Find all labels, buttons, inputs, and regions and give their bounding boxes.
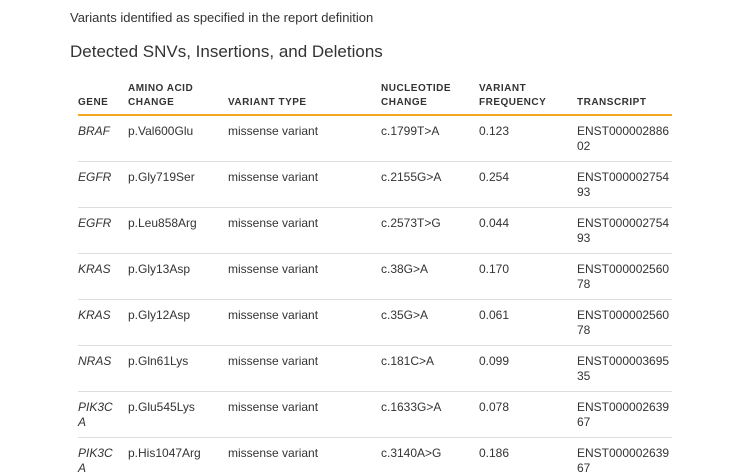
- variant-frequency-cell: 0.078: [479, 391, 577, 438]
- nucleotide-change-cell: c.3140A>G: [381, 437, 479, 475]
- transcript-cell: ENST00000369535: [577, 345, 672, 392]
- gene-cell: PIK3CA: [78, 391, 128, 438]
- variant-row: EGFR p.Gly719Ser missense variant c.2155…: [78, 161, 672, 208]
- variant-row: KRAS p.Gly13Asp missense variant c.38G>A…: [78, 253, 672, 300]
- column-header-transcript: TRANSCRIPT: [577, 82, 672, 116]
- variant-row: BRAF p.Val600Glu missense variant c.1799…: [78, 115, 672, 162]
- gene-cell: NRAS: [78, 345, 128, 392]
- transcript-cell: ENST00000256078: [577, 299, 672, 346]
- variant-row: KRAS p.Gly12Asp missense variant c.35G>A…: [78, 299, 672, 346]
- variants-table-body: BRAF p.Val600Glu missense variant c.1799…: [78, 115, 672, 475]
- column-header-variant-frequency: VARIANT FREQUENCY: [479, 82, 577, 116]
- transcript-cell: ENST00000275493: [577, 207, 672, 254]
- variant-row: NRAS p.Gln61Lys missense variant c.181C>…: [78, 345, 672, 392]
- amino-acid-change-cell: p.Val600Glu: [128, 124, 194, 138]
- nucleotide-change-cell: c.38G>A: [381, 253, 479, 300]
- transcript-cell: ENST00000263967: [577, 391, 672, 438]
- nucleotide-change-cell: c.1799T>A: [381, 124, 440, 138]
- gene-cell: KRAS: [78, 299, 128, 346]
- column-header-gene: GENE: [78, 82, 128, 116]
- amino-acid-change-cell: p.Glu545Lys: [128, 391, 228, 438]
- amino-acid-change-cell: p.Leu858Arg: [128, 207, 228, 254]
- transcript-cell: ENST00000288602: [577, 124, 670, 153]
- variant-frequency-cell: 0.044: [479, 207, 577, 254]
- transcript-cell: ENST00000263967: [577, 437, 672, 475]
- variant-type-cell: missense variant: [228, 299, 381, 346]
- header-row: GENE AMINO ACID CHANGE VARIANT TYPE NUCL…: [78, 82, 672, 116]
- amino-acid-change-cell: p.Gly719Ser: [128, 161, 228, 208]
- transcript-cell: ENST00000275493: [577, 161, 672, 208]
- variant-type-cell: missense variant: [228, 124, 319, 138]
- variant-frequency-cell: 0.123: [479, 124, 510, 138]
- amino-acid-change-cell: p.Gln61Lys: [128, 345, 228, 392]
- variants-table-header: GENE AMINO ACID CHANGE VARIANT TYPE NUCL…: [78, 82, 672, 116]
- amino-acid-change-cell: p.Gly13Asp: [128, 253, 228, 300]
- variant-type-cell: missense variant: [228, 437, 381, 475]
- column-header-variant-type: VARIANT TYPE: [228, 82, 381, 116]
- gene-cell: PIK3CA: [78, 437, 128, 475]
- column-header-nucleotide-change: NUCLEOTIDE CHANGE: [381, 82, 479, 116]
- gene-cell: KRAS: [78, 253, 128, 300]
- variant-frequency-cell: 0.254: [479, 161, 577, 208]
- column-header-amino-acid-change: AMINO ACID CHANGE: [128, 82, 228, 116]
- amino-acid-change-cell: p.Gly12Asp: [128, 299, 228, 346]
- variant-row: PIK3CA p.His1047Arg missense variant c.3…: [78, 437, 672, 475]
- variant-type-cell: missense variant: [228, 207, 381, 254]
- page-title: Detected SNVs, Insertions, and Deletions: [70, 42, 383, 61]
- nucleotide-change-cell: c.35G>A: [381, 299, 479, 346]
- amino-acid-change-cell: p.His1047Arg: [128, 437, 228, 475]
- variant-frequency-cell: 0.099: [479, 345, 577, 392]
- variant-row: EGFR p.Leu858Arg missense variant c.2573…: [78, 207, 672, 254]
- variant-frequency-cell: 0.170: [479, 253, 577, 300]
- nucleotide-change-cell: c.1633G>A: [381, 391, 479, 438]
- variant-type-cell: missense variant: [228, 253, 381, 300]
- variant-frequency-cell: 0.061: [479, 299, 577, 346]
- nucleotide-change-cell: c.181C>A: [381, 345, 479, 392]
- variant-type-cell: missense variant: [228, 345, 381, 392]
- variant-row: PIK3CA p.Glu545Lys missense variant c.16…: [78, 391, 672, 438]
- gene-cell: EGFR: [78, 207, 128, 254]
- variant-frequency-cell: 0.186: [479, 437, 577, 475]
- report-subtitle: Variants identified as specified in the …: [70, 10, 374, 25]
- nucleotide-change-cell: c.2155G>A: [381, 161, 479, 208]
- nucleotide-change-cell: c.2573T>G: [381, 207, 479, 254]
- variant-type-cell: missense variant: [228, 391, 381, 438]
- variants-table: GENE AMINO ACID CHANGE VARIANT TYPE NUCL…: [78, 82, 672, 475]
- gene-cell: EGFR: [78, 161, 128, 208]
- gene-cell: BRAF: [78, 124, 111, 138]
- variant-type-cell: missense variant: [228, 161, 381, 208]
- transcript-cell: ENST00000256078: [577, 253, 672, 300]
